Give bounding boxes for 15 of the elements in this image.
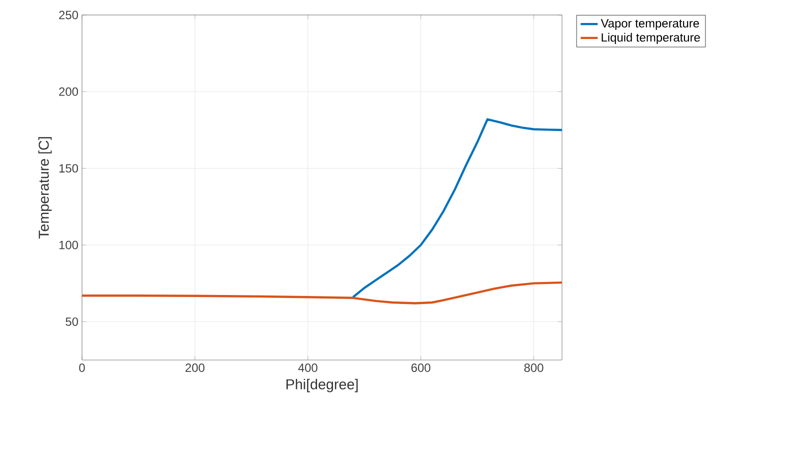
y-tick-label: 100	[59, 240, 78, 250]
x-tick-label: 600	[411, 364, 430, 372]
line-series	[352, 118, 562, 298]
y-tick-label: 150	[59, 164, 78, 173]
x-axis-title: Phi[degree]	[286, 378, 358, 392]
y-tick-label: 250	[59, 10, 78, 20]
x-tick-label: 400	[298, 364, 318, 372]
x-tick-label: 800	[524, 364, 544, 372]
y-tick-label: 50	[66, 317, 78, 326]
y-tick-label: 200	[59, 87, 78, 96]
x-tick-label: 200	[186, 364, 204, 372]
legend-label: Vapor temperature	[600, 19, 700, 30]
legend-label: Liquid temperature	[602, 32, 700, 44]
y-axis-title: Temperature [C]	[38, 137, 52, 239]
x-tick-label: 0	[79, 364, 85, 372]
